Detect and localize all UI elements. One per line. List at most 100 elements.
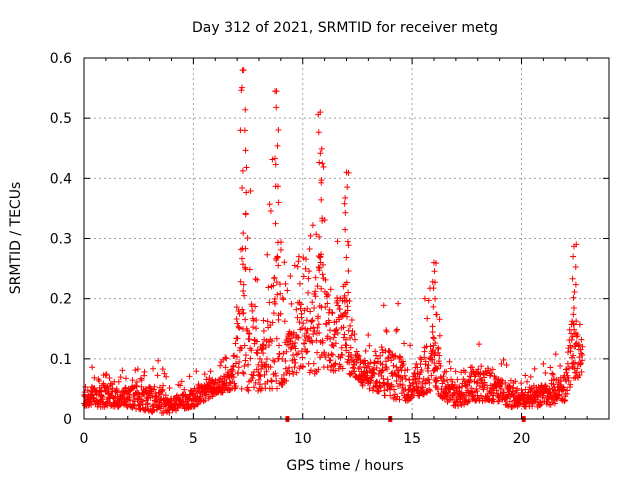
data-point bbox=[281, 318, 288, 325]
data-point bbox=[299, 325, 306, 332]
data-point bbox=[550, 381, 557, 388]
data-point bbox=[579, 352, 586, 359]
data-point bbox=[269, 156, 276, 163]
data-point bbox=[312, 274, 319, 281]
data-point bbox=[421, 295, 428, 302]
data-point bbox=[241, 363, 248, 370]
data-point bbox=[467, 377, 474, 384]
data-point bbox=[506, 398, 513, 405]
data-point bbox=[490, 389, 497, 396]
data-point bbox=[241, 127, 248, 134]
data-point bbox=[451, 390, 458, 397]
data-point bbox=[550, 396, 557, 403]
data-point bbox=[273, 335, 280, 342]
data-point bbox=[122, 375, 129, 382]
x-tick-labels: 0 5 10 15 20 bbox=[80, 431, 531, 447]
data-point bbox=[477, 392, 484, 399]
data-point bbox=[531, 365, 538, 372]
data-point bbox=[402, 375, 409, 382]
data-point bbox=[256, 372, 263, 379]
data-point bbox=[249, 307, 256, 314]
data-point bbox=[422, 380, 429, 387]
data-point bbox=[347, 322, 354, 329]
data-point bbox=[484, 384, 491, 391]
data-point bbox=[570, 305, 577, 311]
data-point bbox=[193, 368, 200, 375]
data-point bbox=[432, 295, 439, 302]
data-point bbox=[565, 365, 572, 372]
data-point bbox=[270, 357, 277, 364]
data-point bbox=[250, 384, 257, 391]
data-point bbox=[569, 275, 576, 282]
data-point bbox=[301, 340, 308, 347]
data-point bbox=[241, 264, 248, 271]
data-point bbox=[505, 402, 512, 409]
data-point bbox=[567, 344, 574, 351]
data-point bbox=[289, 368, 296, 375]
data-point bbox=[452, 368, 459, 375]
data-point bbox=[344, 307, 351, 314]
data-point bbox=[569, 363, 576, 370]
data-point bbox=[362, 347, 369, 354]
data-point bbox=[361, 357, 368, 364]
data-point bbox=[250, 372, 257, 379]
data-point bbox=[293, 351, 300, 358]
data-point bbox=[364, 360, 371, 367]
data-point bbox=[480, 386, 487, 393]
data-point bbox=[132, 367, 139, 374]
data-point bbox=[292, 345, 299, 352]
data-point bbox=[84, 387, 91, 394]
data-point bbox=[201, 371, 208, 378]
data-point bbox=[253, 325, 260, 332]
data-point bbox=[235, 324, 242, 331]
data-point bbox=[304, 305, 311, 312]
data-point bbox=[294, 263, 301, 270]
data-point bbox=[292, 359, 299, 366]
y-tick-label: 0.5 bbox=[50, 111, 72, 127]
data-point bbox=[338, 344, 345, 351]
data-point bbox=[297, 305, 304, 312]
data-point bbox=[425, 362, 432, 369]
data-point bbox=[430, 303, 437, 310]
data-point bbox=[302, 265, 309, 272]
data-point bbox=[332, 360, 339, 367]
data-point bbox=[306, 333, 313, 340]
data-point bbox=[339, 351, 346, 358]
data-point bbox=[392, 352, 399, 359]
data-point bbox=[412, 373, 419, 380]
data-point bbox=[432, 279, 438, 286]
data-point bbox=[398, 374, 405, 381]
data-point bbox=[241, 292, 248, 299]
data-point bbox=[314, 324, 321, 331]
data-point bbox=[291, 364, 298, 371]
data-point bbox=[235, 364, 242, 371]
data-point bbox=[341, 331, 348, 338]
data-point bbox=[272, 161, 279, 168]
data-point bbox=[383, 328, 390, 335]
data-point bbox=[293, 369, 300, 376]
data-point bbox=[274, 183, 281, 190]
data-point bbox=[418, 366, 425, 373]
data-point bbox=[242, 106, 249, 113]
data-point bbox=[465, 398, 472, 405]
data-point bbox=[275, 262, 282, 269]
data-point bbox=[260, 350, 267, 357]
data-point bbox=[319, 337, 326, 344]
data-point bbox=[243, 164, 250, 171]
data-point bbox=[425, 367, 432, 374]
data-point bbox=[186, 373, 193, 380]
data-point bbox=[315, 129, 322, 136]
data-point bbox=[262, 344, 269, 351]
data-point bbox=[242, 147, 249, 154]
data-point bbox=[244, 384, 251, 391]
data-point bbox=[250, 324, 257, 331]
data-point bbox=[207, 368, 214, 375]
data-point bbox=[345, 353, 352, 360]
data-point bbox=[255, 371, 262, 378]
data-point bbox=[303, 330, 310, 337]
data-point bbox=[498, 381, 505, 388]
data-point bbox=[430, 342, 437, 349]
data-point bbox=[315, 366, 322, 373]
data-point bbox=[334, 238, 341, 245]
data-point bbox=[316, 233, 323, 240]
